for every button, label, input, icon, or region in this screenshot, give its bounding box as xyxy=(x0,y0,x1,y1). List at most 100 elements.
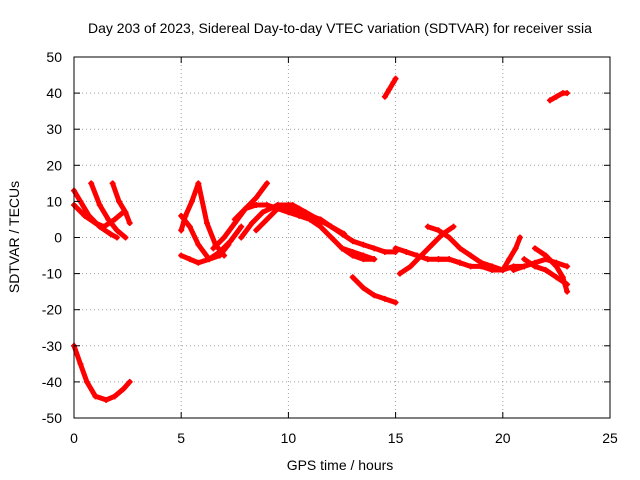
data-point xyxy=(371,245,378,252)
data-point xyxy=(317,220,324,227)
data-point xyxy=(225,241,232,248)
data-point xyxy=(386,86,393,93)
y-tick-label: 10 xyxy=(46,193,62,209)
axis-ticks: 0 5 10 15 20 25 -50 -40 -30 -20 -10 0 10 20 30 40 50 xyxy=(42,49,618,446)
data-point xyxy=(113,227,120,234)
y-tick-label: 0 xyxy=(54,230,62,246)
y-axis-label: SDTVAR / TECUs xyxy=(6,181,22,293)
data-point xyxy=(178,227,185,234)
data-point xyxy=(564,90,571,97)
x-tick-label: 0 xyxy=(70,430,78,446)
data-point xyxy=(360,285,367,292)
series-line-track-21 xyxy=(500,235,523,273)
data-point xyxy=(371,256,378,263)
y-tick-label: -10 xyxy=(42,266,62,282)
x-tick-label: 5 xyxy=(177,430,185,446)
data-point xyxy=(253,194,260,201)
y-tick-label: 20 xyxy=(46,157,62,173)
data-point xyxy=(231,216,238,223)
data-point xyxy=(506,256,513,263)
data-point xyxy=(553,274,560,281)
y-tick-label: -30 xyxy=(42,338,62,354)
data-point xyxy=(467,263,474,270)
data-point xyxy=(349,238,356,245)
data-point xyxy=(263,202,270,209)
y-tick-label: -20 xyxy=(42,302,62,318)
data-point xyxy=(360,252,367,259)
data-point xyxy=(429,241,436,248)
data-point xyxy=(371,292,378,299)
data-point xyxy=(435,256,442,263)
data-point xyxy=(553,93,560,100)
chart-title: Day 203 of 2023, Sidereal Day-to-day VTE… xyxy=(88,20,592,36)
data-point xyxy=(424,223,431,230)
data-point xyxy=(542,266,549,273)
data-point xyxy=(221,234,228,241)
data-point xyxy=(390,79,397,86)
x-tick-label: 15 xyxy=(388,430,404,446)
data-point xyxy=(120,386,127,393)
y-tick-label: -40 xyxy=(42,374,62,390)
data-point xyxy=(126,378,133,385)
data-point xyxy=(274,205,281,212)
data-point xyxy=(360,241,367,248)
x-tick-label: 20 xyxy=(495,430,511,446)
data-point xyxy=(407,263,414,270)
data-point xyxy=(521,256,528,263)
data-point xyxy=(392,245,399,252)
data-point xyxy=(92,220,99,227)
data-point xyxy=(107,230,114,237)
data-point xyxy=(111,393,118,400)
data-point xyxy=(178,212,185,219)
data-point xyxy=(456,259,463,266)
data-point xyxy=(83,378,90,385)
data-point xyxy=(446,256,453,263)
y-tick-label: 50 xyxy=(46,49,62,65)
data-point xyxy=(186,223,193,230)
data-point xyxy=(188,198,195,205)
data-point xyxy=(392,75,399,82)
data-point xyxy=(195,241,202,248)
data-point xyxy=(77,360,84,367)
data-point xyxy=(122,209,129,216)
data-point xyxy=(111,216,118,223)
data-point xyxy=(418,252,425,259)
data-point xyxy=(564,263,571,270)
data-point xyxy=(105,216,112,223)
data-point xyxy=(512,245,519,252)
data-point xyxy=(195,180,202,187)
data-point xyxy=(116,198,123,205)
data-point xyxy=(349,274,356,281)
data-point xyxy=(339,230,345,237)
series-line-track-4 xyxy=(110,180,133,226)
data-point xyxy=(216,252,223,259)
data-point xyxy=(203,220,210,227)
data-point xyxy=(546,97,553,104)
data-point xyxy=(403,248,410,255)
data-point xyxy=(227,238,234,245)
data-point xyxy=(306,212,313,219)
data-point xyxy=(396,270,403,277)
data-point xyxy=(478,263,485,270)
data-point xyxy=(195,259,202,266)
data-point xyxy=(559,274,566,281)
grid-lines xyxy=(74,57,610,418)
x-tick-label: 25 xyxy=(602,430,618,446)
data-point xyxy=(328,234,335,241)
series-line-track-15 xyxy=(339,245,377,262)
data-point xyxy=(122,234,129,241)
data-point xyxy=(186,256,193,263)
data-point xyxy=(248,220,255,227)
data-point xyxy=(531,263,538,270)
data-point xyxy=(542,252,549,259)
data-point xyxy=(81,212,88,219)
data-point xyxy=(242,205,249,212)
series-line-track-16 xyxy=(382,76,399,100)
y-tick-label: 30 xyxy=(46,121,62,137)
data-point xyxy=(424,256,431,263)
data-point xyxy=(285,202,292,209)
data-point xyxy=(553,263,560,270)
data-series xyxy=(71,75,571,403)
